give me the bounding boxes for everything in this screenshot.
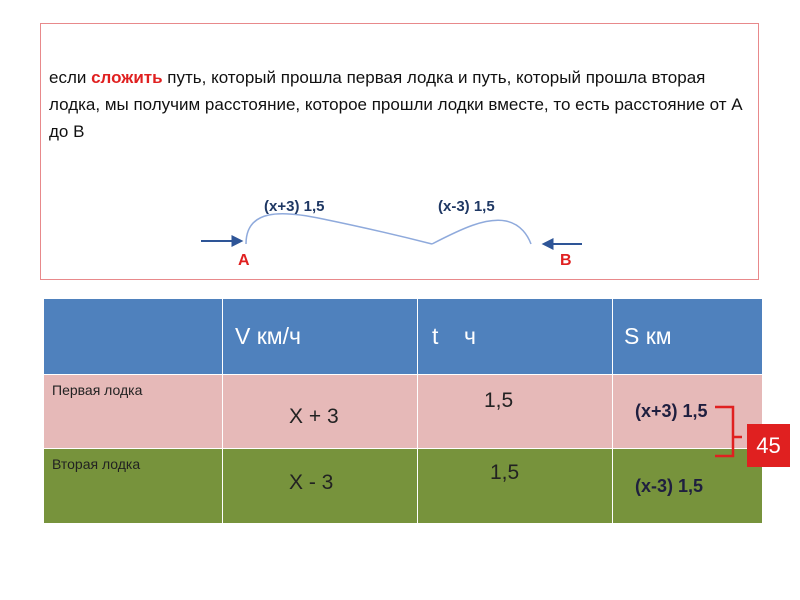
header-empty xyxy=(43,298,223,375)
header-time: t ч xyxy=(417,298,613,375)
distance-value: (х+3) 1,5 xyxy=(635,401,708,421)
arc-second-boat xyxy=(431,219,532,245)
velocity-value: Х - 3 xyxy=(289,471,334,494)
table-row: Первая лодка Х + 3 1,5 (х+3) 1,5 xyxy=(43,374,763,449)
table-header-row: V км/ч t ч S км xyxy=(43,298,763,375)
row-name: Первая лодка xyxy=(52,382,143,398)
velocity-cell: Х + 3 xyxy=(222,374,418,449)
header-distance: S км xyxy=(612,298,763,375)
sum-bracket xyxy=(715,405,742,458)
problem-textbox: если сложить путь, который прошла первая… xyxy=(40,23,759,280)
point-b-label: В xyxy=(560,252,572,269)
arc2-label: (х-3) 1,5 xyxy=(438,198,495,215)
point-a-label: А xyxy=(238,252,250,269)
intro-paragraph: если сложить путь, который прошла первая… xyxy=(49,64,749,145)
intro-text-start: если xyxy=(49,68,92,87)
distance-value: (х-3) 1,5 xyxy=(635,476,704,496)
row-name-cell: Первая лодка xyxy=(43,374,223,449)
sum-result-badge: 45 xyxy=(747,424,790,467)
arc1-label: (х+3) 1,5 xyxy=(264,198,325,215)
time-value: 1,5 xyxy=(490,461,520,484)
boats-table: V км/ч t ч S км Первая лодка Х + 3 1,5 (… xyxy=(43,298,763,524)
velocity-value: Х + 3 xyxy=(289,405,339,428)
row-name: Вторая лодка xyxy=(52,456,141,472)
arc-first-boat xyxy=(245,212,433,245)
time-cell: 1,5 xyxy=(417,448,613,524)
time-cell: 1,5 xyxy=(417,374,613,449)
path-diagram xyxy=(201,212,582,250)
intro-text-rest: путь, который прошла первая лодка и путь… xyxy=(49,68,743,141)
velocity-cell: Х - 3 xyxy=(222,448,418,524)
time-value: 1,5 xyxy=(484,389,514,412)
distance-cell: (х-3) 1,5 xyxy=(612,448,763,524)
header-velocity: V км/ч xyxy=(222,298,418,375)
table-row: Вторая лодка Х - 3 1,5 (х-3) 1,5 xyxy=(43,448,763,524)
row-name-cell: Вторая лодка xyxy=(43,448,223,524)
intro-highlight-word: сложить xyxy=(91,68,163,87)
